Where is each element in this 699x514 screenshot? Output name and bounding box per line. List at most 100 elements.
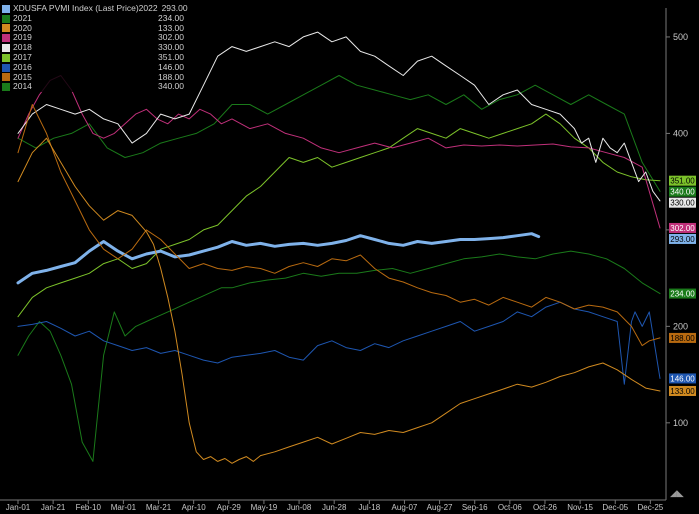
end-label-box — [669, 222, 696, 233]
legend-series-value: 302.00 — [158, 32, 184, 43]
end-label-2014: 340.00 — [669, 186, 696, 197]
x-tick-label: Jun-08 — [287, 503, 312, 512]
end-label-box — [669, 233, 696, 244]
x-tick-label: Mar-21 — [146, 503, 172, 512]
y-axis: 100200300400500 — [665, 8, 688, 500]
end-label-2018: 330.00 — [669, 197, 696, 208]
legend-series-name: 2016 — [13, 61, 32, 72]
series-line-2021 — [17, 250, 661, 462]
legend-row: 2018 330.00 — [2, 42, 184, 53]
end-label-text: 133.00 — [670, 387, 695, 396]
legend-series-value: 188.00 — [158, 71, 184, 82]
x-tick-label: Dec-05 — [602, 503, 628, 512]
end-label-2019: 302.00 — [669, 222, 696, 233]
series-line-2015 — [17, 104, 661, 347]
end-label-2022: 293.00 — [669, 233, 696, 244]
end-label-box — [669, 186, 696, 197]
legend-series-name: 2015 — [13, 71, 32, 82]
legend-swatch — [2, 73, 10, 82]
x-tick-label: Jul-18 — [358, 503, 380, 512]
legend-series-name: 2018 — [13, 42, 32, 53]
x-tick-label: Oct-06 — [498, 503, 523, 512]
legend-title-row: XDUSFA PVMI Index (Last Price) 2022 293.… — [2, 3, 188, 14]
series-line-2017 — [17, 113, 661, 318]
end-labels: 351.00 340.00 330.00 302.00 293.00 234.00 188.… — [669, 175, 696, 396]
legend-row: 2020 133.00 — [2, 22, 184, 34]
end-label-box — [669, 385, 696, 396]
x-tick-label: Jun-28 — [322, 503, 347, 512]
end-label-2021: 234.00 — [669, 288, 696, 299]
legend-swatch — [2, 4, 10, 13]
legend-title: XDUSFA PVMI Index (Last Price) — [13, 3, 139, 13]
end-label-text: 340.00 — [670, 188, 695, 197]
series-line-2020 — [17, 137, 661, 464]
x-tick-label: Dec-25 — [637, 503, 663, 512]
x-tick-label: Nov-15 — [567, 503, 593, 512]
x-axis: Jan-01 Jan-21 Feb-10 Mar-01 Mar-21 Apr-10 Apr-… — [0, 499, 666, 512]
y-tick-label: 400 — [673, 128, 688, 138]
x-tick-label: Sep-16 — [462, 503, 488, 512]
legend-series-name: 2014 — [13, 81, 32, 92]
legend-rows: 2021 234.00 2020 133.00 2019 302.00 2018 330.00… — [2, 12, 184, 92]
x-tick-label: Feb-10 — [76, 503, 102, 512]
x-tick-label: Oct-26 — [533, 503, 558, 512]
end-label-text: 330.00 — [670, 199, 695, 208]
x-tick-label: May-19 — [251, 503, 278, 512]
x-tick-label: Aug-07 — [392, 503, 418, 512]
y-tick-label: 500 — [673, 32, 688, 42]
legend-row: 2014 340.00 — [2, 82, 184, 92]
legend-swatch — [2, 53, 10, 62]
end-label-text: 302.00 — [670, 224, 695, 233]
series-line-2022 — [16, 232, 541, 285]
legend-series-name: 2020 — [13, 22, 32, 33]
legend-swatch — [2, 24, 10, 33]
legend-swatch — [2, 14, 10, 23]
legend-title-value: 293.00 — [161, 3, 188, 13]
end-label-text: 234.00 — [670, 290, 695, 299]
legend-row: 2021 234.00 — [2, 12, 184, 24]
end-label-text: 293.00 — [670, 235, 695, 244]
series-line-2014 — [17, 75, 661, 192]
legend-series-value: 340.00 — [158, 81, 184, 92]
end-label-2015: 188.00 — [669, 332, 696, 343]
legend-swatch — [2, 34, 10, 43]
x-tick-label: Apr-29 — [217, 503, 242, 512]
legend-swatch — [2, 83, 10, 92]
legend-title-year: 2022 — [138, 3, 158, 13]
y-tick-label: 100 — [673, 418, 688, 428]
end-label-text: 351.00 — [670, 177, 695, 186]
x-tick-label: Mar-01 — [111, 503, 137, 512]
end-label-text: 146.00 — [670, 374, 695, 383]
legend-series-value: 133.00 — [158, 22, 184, 33]
legend-swatch — [2, 63, 10, 72]
series-line-2018 — [17, 31, 661, 202]
x-tick-label: Jan-01 — [6, 503, 31, 512]
series-line-2016 — [17, 301, 661, 385]
svg-text:◢◣: ◢◣ — [670, 488, 684, 498]
end-label-box — [669, 332, 696, 343]
series-line-2019 — [17, 75, 661, 229]
legend-series-value: 351.00 — [158, 51, 184, 62]
x-tick-label: Apr-10 — [182, 503, 207, 512]
y-tick-label: 200 — [673, 321, 688, 331]
end-label-box — [669, 197, 696, 208]
legend-row: 2017 351.00 — [2, 51, 184, 63]
end-label-2020: 133.00 — [669, 385, 696, 396]
legend-series-name: 2019 — [13, 32, 32, 43]
legend-series-value: 146.00 — [158, 61, 184, 72]
legend-swatch — [2, 44, 10, 53]
legend: XDUSFA PVMI Index (Last Price) 2022 293.… — [2, 3, 188, 93]
legend-series-name: 2017 — [13, 51, 32, 62]
x-tick-label: Jan-21 — [41, 503, 66, 512]
end-label-box — [669, 288, 696, 299]
chart-corner-icon: ◢◣ — [670, 488, 684, 498]
end-label-2017: 351.00 — [669, 175, 696, 186]
end-label-text: 188.00 — [670, 334, 695, 343]
end-label-box — [669, 175, 696, 186]
series-layer — [16, 31, 661, 464]
legend-series-name: 2021 — [13, 12, 32, 23]
legend-series-value: 234.00 — [158, 12, 184, 23]
legend-row: 2016 146.00 — [2, 61, 184, 73]
legend-series-value: 330.00 — [158, 42, 184, 53]
